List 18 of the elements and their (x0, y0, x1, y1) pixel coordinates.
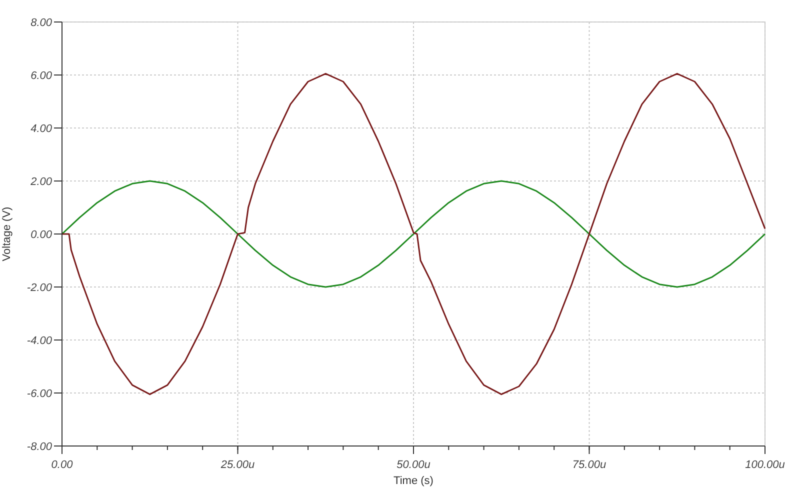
y-tick-label: 0.00 (30, 228, 53, 241)
y-tick-label: -6.00 (26, 388, 53, 400)
x-tick-label: 25.00u (220, 459, 255, 471)
x-tick-label: 75.00u (572, 459, 606, 471)
y-tick-label: -8.00 (26, 440, 53, 453)
y-tick-label: 4.00 (30, 122, 53, 135)
y-tick-label: 2.00 (30, 176, 53, 188)
y-tick-label: -2.00 (26, 282, 53, 294)
y-tick-label: -4.00 (26, 334, 53, 347)
line-series (61, 180, 766, 288)
line-series (61, 72, 766, 396)
y-axis-title: Voltage (V) (1, 206, 13, 262)
y-tick-label: 6.00 (30, 70, 53, 82)
x-tick-label: 50.00u (396, 459, 430, 471)
y-tick-label: 8.00 (30, 16, 53, 29)
x-tick-label: 0.00 (51, 459, 74, 471)
x-axis-title: Time (s) (394, 475, 434, 487)
x-tick-label: 100.00u (745, 459, 785, 471)
